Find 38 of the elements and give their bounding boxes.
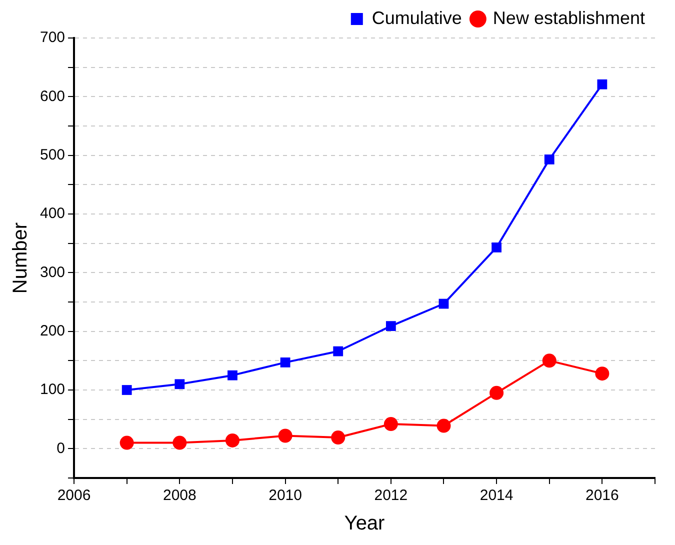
y-tick-label: 100	[40, 381, 66, 398]
x-tick-label: 2014	[480, 487, 514, 504]
point	[120, 436, 134, 450]
x-tick-label: 2008	[162, 487, 196, 504]
y-tick-label: 600	[40, 88, 66, 105]
point	[438, 298, 449, 309]
point	[597, 79, 608, 90]
point	[544, 154, 554, 164]
point	[122, 385, 132, 395]
point	[228, 370, 238, 380]
point	[172, 436, 187, 450]
x-axis-title: Year	[344, 512, 386, 535]
x-tick-label: 2012	[374, 487, 408, 504]
y-tick-label: 500	[40, 146, 66, 164]
point	[490, 386, 504, 400]
x-tick-label: 2010	[268, 487, 302, 504]
point	[384, 417, 398, 432]
y-axis-title: Number	[10, 222, 32, 294]
point	[436, 418, 451, 433]
point	[492, 242, 502, 252]
x-tick-label: 2006	[57, 487, 91, 504]
x-tick-label: 2016	[585, 487, 619, 504]
point	[280, 357, 290, 368]
point	[333, 346, 344, 356]
legend-label: Cumulative	[372, 8, 462, 28]
point	[225, 433, 240, 448]
point	[542, 354, 556, 368]
y-tick-label: 400	[40, 205, 66, 222]
legend-label: New establishment	[492, 8, 646, 28]
y-tick-label: 300	[40, 264, 66, 281]
y-tick-label: 700	[40, 29, 66, 46]
y-tick-label: 200	[40, 322, 66, 340]
point	[174, 379, 185, 390]
point	[595, 366, 610, 381]
point	[278, 428, 292, 443]
y-tick-label: 0	[56, 440, 66, 457]
point	[386, 321, 396, 332]
point	[331, 430, 346, 445]
